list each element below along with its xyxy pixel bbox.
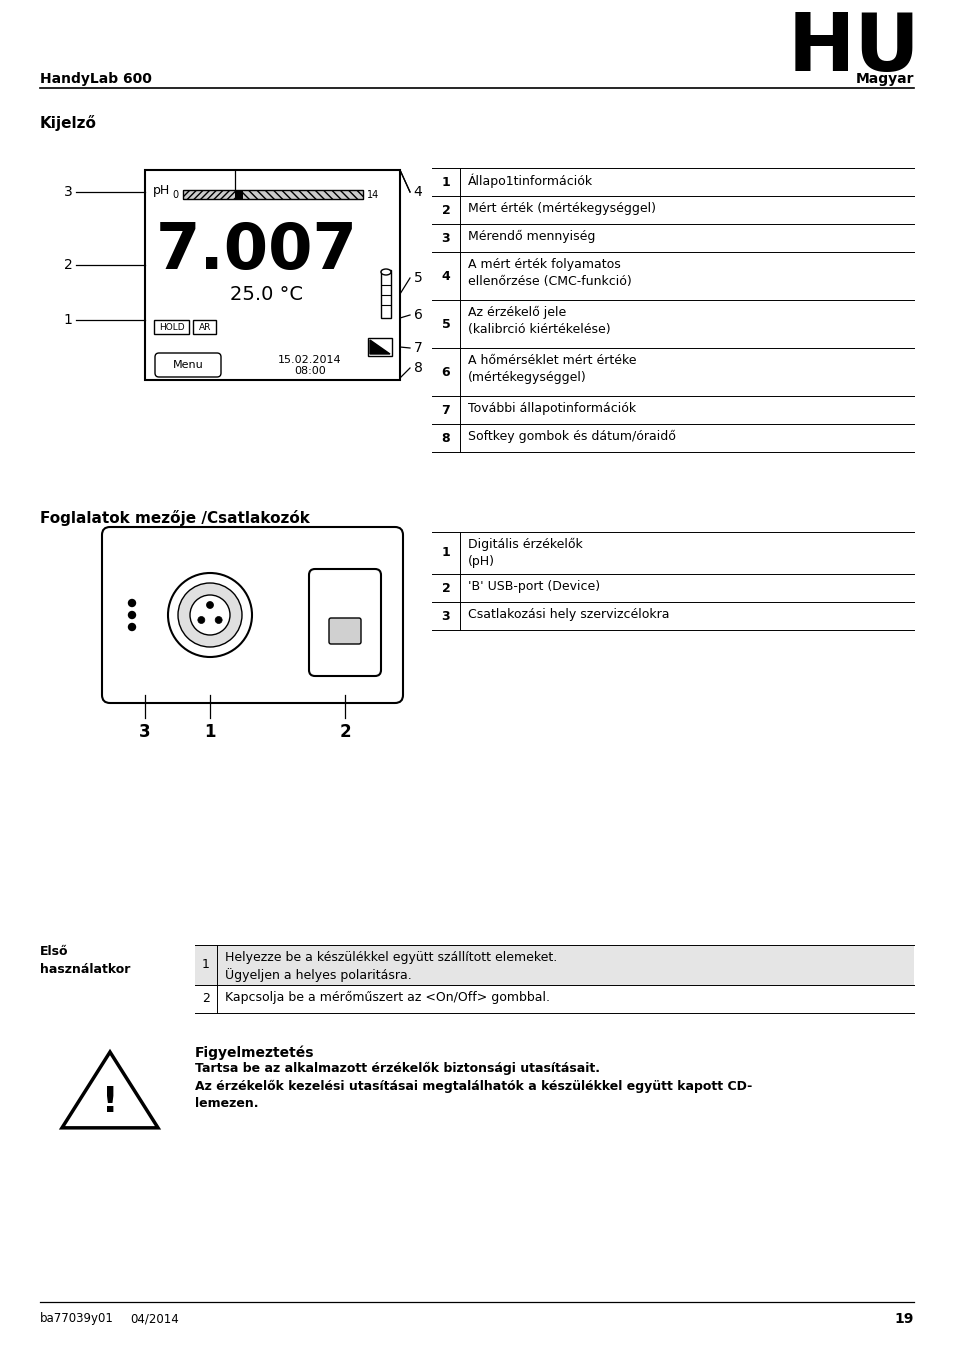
Circle shape <box>168 572 252 657</box>
FancyBboxPatch shape <box>154 320 190 333</box>
Text: 4: 4 <box>441 270 450 282</box>
Text: Menu: Menu <box>172 360 203 370</box>
Circle shape <box>206 602 213 609</box>
Text: HOLD: HOLD <box>159 323 185 332</box>
Text: 8: 8 <box>441 432 450 444</box>
Text: Csatlakozási hely szervizcélokra: Csatlakozási hely szervizcélokra <box>468 608 669 621</box>
Text: 14: 14 <box>367 189 379 200</box>
Text: 2: 2 <box>339 724 351 741</box>
Text: 7: 7 <box>441 404 450 417</box>
Text: 7.007: 7.007 <box>156 220 357 282</box>
Text: További állapotinformációk: További állapotinformációk <box>468 402 636 414</box>
Text: Az érzékelő jele
(kalibrció kiértékelése): Az érzékelő jele (kalibrció kiértékelése… <box>468 306 610 336</box>
Text: 3: 3 <box>441 231 450 244</box>
Text: 0: 0 <box>172 189 179 200</box>
Polygon shape <box>370 340 390 354</box>
Text: 2: 2 <box>64 258 72 271</box>
Text: 04/2014: 04/2014 <box>130 1312 178 1324</box>
Text: AR: AR <box>198 323 211 332</box>
Text: Digitális érzékelők
(pH): Digitális érzékelők (pH) <box>468 539 582 567</box>
Bar <box>183 190 363 198</box>
Circle shape <box>129 612 135 618</box>
Circle shape <box>129 599 135 606</box>
Text: 'B' USB-port (Device): 'B' USB-port (Device) <box>468 580 599 593</box>
Text: 2: 2 <box>441 582 450 594</box>
Text: Mért érték (mértékegységgel): Mért érték (mértékegységgel) <box>468 202 656 215</box>
Text: Első
használatkor: Első használatkor <box>40 945 131 976</box>
Bar <box>242 190 363 198</box>
FancyBboxPatch shape <box>309 568 380 676</box>
Text: 2: 2 <box>441 204 450 216</box>
Bar <box>234 190 242 198</box>
Text: Tartsa be az alkalmazott érzékelők biztonsági utasításait.: Tartsa be az alkalmazott érzékelők bizto… <box>194 1062 599 1075</box>
Text: Kapcsolja be a mérőműszert az <On/Off> gombbal.: Kapcsolja be a mérőműszert az <On/Off> g… <box>225 991 550 1004</box>
Polygon shape <box>62 1052 158 1127</box>
Text: Mérendő mennyiség: Mérendő mennyiség <box>468 230 595 243</box>
Circle shape <box>178 583 242 647</box>
Circle shape <box>129 624 135 630</box>
Text: A mért érték folyamatos
ellenőrzése (CMC-funkció): A mért érték folyamatos ellenőrzése (CMC… <box>468 258 631 288</box>
Ellipse shape <box>380 269 391 275</box>
Text: Foglalatok mezője /Csatlakozók: Foglalatok mezője /Csatlakozók <box>40 510 310 526</box>
Bar <box>145 170 399 379</box>
Text: Magyar: Magyar <box>855 72 913 86</box>
Text: 1: 1 <box>441 547 450 559</box>
Text: 3: 3 <box>139 724 151 741</box>
Text: Softkey gombok és dátum/óraidő: Softkey gombok és dátum/óraidő <box>468 431 675 443</box>
Text: 3: 3 <box>64 185 72 198</box>
Text: Kijelző: Kijelző <box>40 115 97 131</box>
Text: 1: 1 <box>441 176 450 189</box>
Text: 1: 1 <box>64 313 72 327</box>
Text: Állapo1tinformációk: Állapo1tinformációk <box>468 174 593 189</box>
Text: pH: pH <box>152 184 170 197</box>
Text: 6: 6 <box>414 308 422 323</box>
FancyBboxPatch shape <box>154 352 221 377</box>
Text: 7: 7 <box>414 342 422 355</box>
Text: 2: 2 <box>202 992 210 1006</box>
Text: 3: 3 <box>441 609 450 622</box>
FancyBboxPatch shape <box>329 618 360 644</box>
Text: Az érzékelők kezelési utasításai megtalálhatók a készülékkel együtt kapott CD-
l: Az érzékelők kezelési utasításai megtalá… <box>194 1080 752 1110</box>
Text: 08:00: 08:00 <box>294 366 326 377</box>
FancyBboxPatch shape <box>193 320 216 333</box>
Text: 1: 1 <box>204 724 215 741</box>
Text: ba77039y01: ba77039y01 <box>40 1312 113 1324</box>
Text: 5: 5 <box>414 271 422 285</box>
Text: 4: 4 <box>414 185 422 198</box>
Text: 5: 5 <box>441 317 450 331</box>
Text: HandyLab 600: HandyLab 600 <box>40 72 152 86</box>
Bar <box>368 338 392 356</box>
Text: 15.02.2014: 15.02.2014 <box>278 355 341 364</box>
Text: HU: HU <box>786 9 919 88</box>
Text: 8: 8 <box>414 360 422 375</box>
FancyBboxPatch shape <box>102 526 402 703</box>
Text: 25.0 °C: 25.0 °C <box>231 285 303 304</box>
Bar <box>380 270 391 319</box>
Text: !: ! <box>102 1085 118 1119</box>
Text: Helyezze be a készülékkel együtt szállított elemeket.
Ügyeljen a helyes polaritá: Helyezze be a készülékkel együtt szállít… <box>225 950 557 981</box>
Text: 19: 19 <box>894 1312 913 1326</box>
Bar <box>183 190 234 198</box>
Circle shape <box>215 617 222 624</box>
Text: 6: 6 <box>441 366 450 378</box>
Text: A hőmérséklet mért értéke
(mértékegységgel): A hőmérséklet mért értéke (mértékegységg… <box>468 354 636 383</box>
Text: 1: 1 <box>202 958 210 972</box>
Circle shape <box>190 595 230 634</box>
Bar <box>194 945 913 985</box>
Text: Figyelmeztetés: Figyelmeztetés <box>194 1045 314 1060</box>
Circle shape <box>197 617 205 624</box>
